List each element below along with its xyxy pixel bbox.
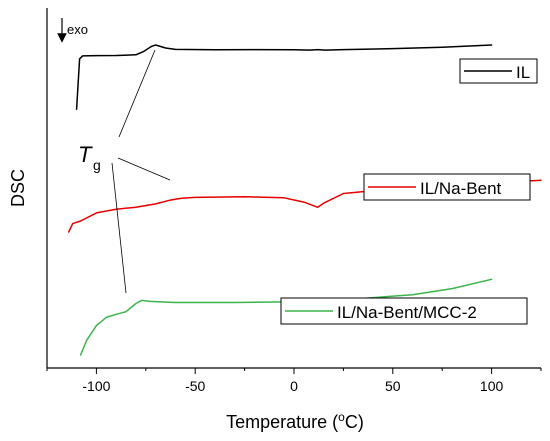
y-axis-label: DSC: [8, 169, 28, 207]
x-axis-label: Temperature (oC): [226, 410, 364, 432]
tg-label-subscript: g: [93, 157, 101, 173]
exo-label: exo: [67, 22, 88, 37]
tg-pointer-il: [118, 49, 156, 138]
x-tick-label: -100: [82, 378, 110, 394]
x-tick-label: -50: [185, 378, 205, 394]
x-axis-label-degree: o: [338, 410, 345, 424]
x-tick-group: -100 -50 0 50 100: [46, 368, 542, 394]
x-tick-label: 100: [480, 378, 504, 394]
x-axis-label-main: Temperature (: [226, 412, 338, 432]
legend-il-label: IL: [516, 63, 530, 82]
legend-il: IL: [459, 58, 538, 84]
tg-annotation: T g: [78, 49, 171, 294]
legend-il-na-bent-mcc-2: IL/Na-Bent/MCC-2: [280, 297, 528, 325]
series-line-il: [75, 44, 493, 110]
x-tick-label: 50: [385, 378, 401, 394]
legend-il-na-bent-label: IL/Na-Bent: [420, 179, 502, 198]
x-axis-label-unit: C): [345, 412, 364, 432]
series-line-il-na-bent-mcc-2: [79, 278, 493, 356]
tg-pointer-mcc-2: [111, 162, 127, 294]
x-tick-label: 0: [290, 378, 298, 394]
legend-il-na-bent-mcc-2-label: IL/Na-Bent/MCC-2: [337, 303, 477, 322]
exo-indicator: exo: [57, 18, 88, 43]
tg-label: T: [78, 142, 93, 167]
tg-pointer-il-na-bent: [117, 157, 171, 181]
legend-il-na-bent: IL/Na-Bent: [363, 173, 531, 201]
